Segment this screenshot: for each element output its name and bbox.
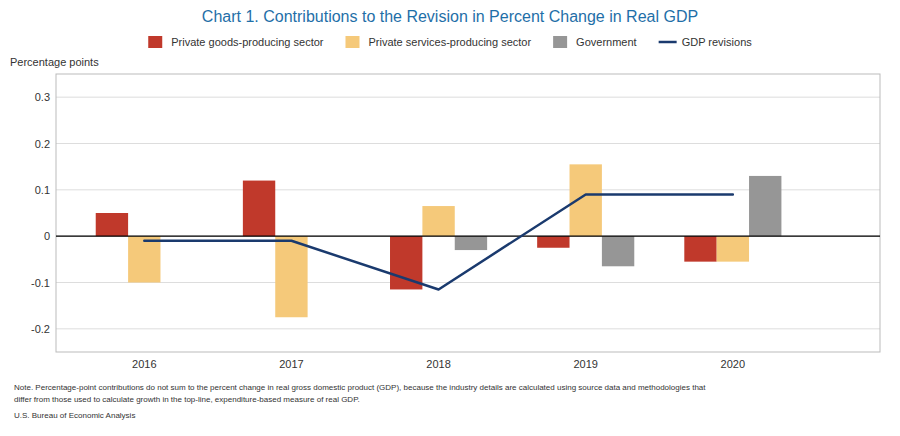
bar xyxy=(455,236,487,250)
bar xyxy=(570,164,602,236)
line xyxy=(144,194,733,289)
x-tick-label: 2017 xyxy=(279,358,303,370)
grid-line xyxy=(56,282,880,283)
plot-area xyxy=(56,164,880,317)
y-axis-label: Percentage points xyxy=(10,56,99,68)
bar xyxy=(717,236,749,261)
legend-swatch xyxy=(553,36,567,48)
legend-item: GDP revisions xyxy=(659,36,753,48)
legend-item: Government xyxy=(553,36,637,48)
plot-frame xyxy=(56,74,880,352)
x-tick-label: 2016 xyxy=(132,358,156,370)
bar xyxy=(96,213,128,236)
legend-label: Private services-producing sector xyxy=(368,36,531,48)
legend-label: GDP revisions xyxy=(682,36,753,48)
grid-line xyxy=(56,328,880,329)
legend-swatch xyxy=(148,36,162,48)
grid-line xyxy=(56,143,880,144)
x-tick-label: 2019 xyxy=(573,358,597,370)
bar xyxy=(749,176,781,236)
annotation: U.S. Bureau of Economic Analysis xyxy=(14,411,135,420)
x-tick-label: 2018 xyxy=(426,358,450,370)
legend-item: Private services-producing sector xyxy=(345,36,531,48)
chart: Chart 1. Contributions to the Revision i… xyxy=(0,0,900,436)
y-tick-label: 0 xyxy=(44,230,50,242)
bar xyxy=(128,236,160,282)
grid-line xyxy=(56,97,880,98)
bar xyxy=(537,236,569,248)
annotation: Note. Percentage-point contributions do … xyxy=(14,383,706,392)
y-tick-label: 0.1 xyxy=(35,184,50,196)
bar xyxy=(243,181,275,237)
title: Chart 1. Contributions to the Revision i… xyxy=(202,8,698,25)
legend-item: Private goods-producing sector xyxy=(148,36,324,48)
grid-line xyxy=(56,236,880,237)
grid xyxy=(56,97,880,329)
legend-label: Private goods-producing sector xyxy=(171,36,324,48)
zero-line xyxy=(56,236,880,237)
x-tick-label: 2020 xyxy=(721,358,745,370)
y-tick-label: 0.3 xyxy=(35,91,50,103)
bar xyxy=(422,206,454,236)
legend: Private goods-producing sector Private se… xyxy=(148,36,752,48)
bar xyxy=(602,236,634,266)
y-tick-label: -0.1 xyxy=(31,277,50,289)
bar xyxy=(684,236,716,261)
y-tick-label: 0.2 xyxy=(35,138,50,150)
y-tick-label: -0.2 xyxy=(31,323,50,335)
legend-swatch xyxy=(659,41,677,44)
legend-swatch xyxy=(345,36,359,48)
legend-label: Government xyxy=(576,36,637,48)
annotation: differ from those used to calculate grow… xyxy=(14,395,360,404)
bar xyxy=(275,236,307,317)
